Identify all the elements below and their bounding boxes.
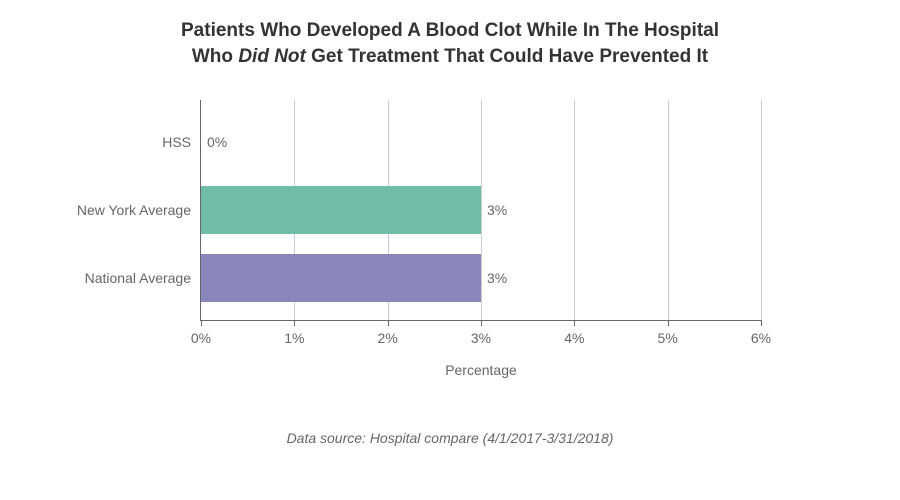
x-tick-label: 4% [564,330,584,346]
x-axis-title: Percentage [201,362,761,378]
source-note: Data source: Hospital compare (4/1/2017-… [0,430,900,446]
grid-line [668,100,669,320]
x-tick-label: 6% [751,330,771,346]
value-label: 3% [481,270,507,286]
category-label: New York Average [77,202,201,218]
x-tick [481,320,482,326]
chart-title-line2-em: Did Not [238,46,306,67]
x-tick [574,320,575,326]
chart-title-line1: Patients Who Developed A Blood Clot Whil… [181,20,719,41]
x-tick [294,320,295,326]
value-label: 3% [481,202,507,218]
x-tick [201,320,202,326]
plot-area: 0%1%2%3%4%5%6%PercentageHSS0%New York Av… [200,100,761,321]
bar [201,254,481,302]
x-tick-label: 3% [471,330,491,346]
chart-title-line2b: Get Treatment That Could Have Prevented … [306,46,708,67]
bar [201,186,481,234]
x-tick [761,320,762,326]
value-label: 0% [201,134,227,150]
grid-line [761,100,762,320]
x-tick-label: 2% [378,330,398,346]
x-tick-label: 5% [658,330,678,346]
x-tick [668,320,669,326]
category-label: National Average [85,270,201,286]
blood-clot-chart: Patients Who Developed A Blood Clot Whil… [0,0,900,500]
x-tick-label: 0% [191,330,211,346]
grid-line [574,100,575,320]
x-tick [388,320,389,326]
category-label: HSS [162,134,201,150]
x-tick-label: 1% [284,330,304,346]
chart-title: Patients Who Developed A Blood Clot Whil… [0,18,900,69]
chart-title-line2a: Who [192,46,238,67]
